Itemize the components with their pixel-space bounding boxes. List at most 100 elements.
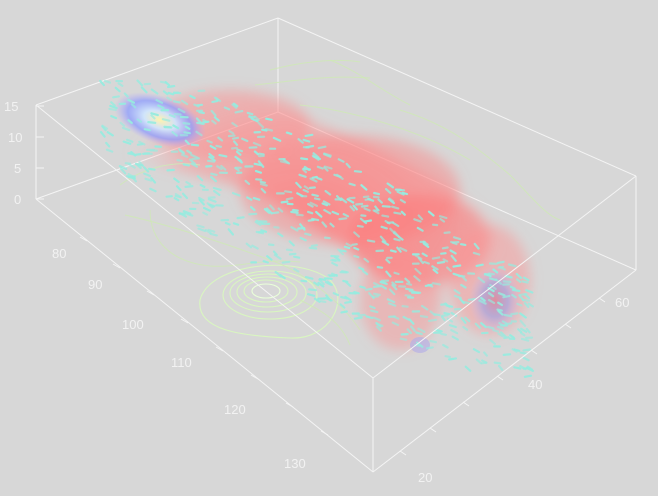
- vector-arrow: [210, 172, 218, 176]
- vector-arrow: [526, 365, 534, 371]
- vector-arrow: [314, 197, 321, 201]
- vector-arrow: [198, 111, 205, 115]
- streamlines: [119, 59, 561, 221]
- vector-arrow: [421, 304, 429, 311]
- vector-arrow: [181, 153, 189, 158]
- vector-arrow: [196, 175, 204, 182]
- vector-arrow: [109, 104, 118, 110]
- vector-arrow: [212, 186, 222, 191]
- vector-arrow: [245, 242, 253, 249]
- vector-arrow: [118, 165, 128, 170]
- vector-arrow: [135, 153, 142, 156]
- vector-arrow: [157, 104, 165, 110]
- vector-arrow: [402, 315, 410, 321]
- vector-arrow: [220, 164, 227, 171]
- vector-arrow: [353, 246, 360, 251]
- vector-arrow: [519, 319, 527, 327]
- vector-arrow: [400, 210, 406, 216]
- vector-arrow: [215, 97, 222, 103]
- vector-arrow: [150, 177, 157, 184]
- vector-arrow: [414, 267, 422, 275]
- vector-arrow: [385, 270, 392, 278]
- vector-arrow: [174, 194, 181, 198]
- vector-arrow: [285, 197, 294, 201]
- vector-arrow: [359, 285, 366, 289]
- vector-arrow: [299, 236, 307, 242]
- vector-arrow: [519, 292, 528, 296]
- y-tick-label: 60: [615, 295, 629, 310]
- vector-arrow: [292, 208, 299, 212]
- vector-arrow: [345, 162, 351, 169]
- vector-arrow: [310, 244, 318, 248]
- vector-arrow: [204, 229, 212, 235]
- vector-arrow: [360, 204, 369, 208]
- vector-arrow: [167, 91, 175, 96]
- vector-arrow: [196, 224, 205, 229]
- vector-arrow: [209, 232, 218, 237]
- vector-arrow: [318, 278, 325, 286]
- vector-arrow: [253, 150, 260, 156]
- vector-arrow: [172, 124, 180, 130]
- vector-arrow: [519, 331, 526, 337]
- vector-arrow: [253, 162, 263, 167]
- vector-arrow: [215, 144, 222, 148]
- vector-arrow: [475, 358, 482, 365]
- floor-contours: [124, 209, 361, 346]
- vector-arrow: [134, 162, 144, 167]
- vector-arrow: [386, 298, 396, 304]
- vector-arrow: [509, 334, 515, 339]
- vector-arrow: [313, 297, 321, 303]
- vector-arrow: [257, 160, 265, 168]
- vector-arrow: [376, 266, 384, 269]
- vector-arrow: [519, 365, 527, 371]
- vector-arrow: [381, 240, 390, 246]
- vector-arrow: [324, 236, 331, 240]
- vector-arrow: [460, 317, 467, 324]
- vector-arrow: [432, 268, 439, 274]
- vector-arrow: [440, 315, 446, 322]
- vector-arrow: [334, 256, 341, 261]
- vector-arrow: [387, 198, 395, 205]
- vector-arrow: [410, 325, 416, 332]
- vector-arrow: [183, 131, 191, 135]
- vector-arrow: [363, 207, 371, 212]
- vector-arrow: [210, 175, 217, 183]
- vector-arrow: [279, 274, 286, 280]
- vector-arrow: [355, 202, 364, 206]
- vector-arrow: [265, 207, 273, 215]
- vector-arrow: [193, 103, 200, 108]
- vector-arrow: [223, 106, 231, 111]
- vector-arrow: [168, 113, 176, 119]
- vector-arrow: [103, 79, 112, 84]
- vector-arrow: [401, 305, 409, 308]
- vector-arrow: [209, 144, 217, 150]
- vector-arrow: [525, 289, 534, 294]
- vector-arrow: [186, 213, 194, 217]
- vector-arrow: [324, 277, 333, 280]
- vector-arrow: [519, 312, 527, 319]
- vector-arrow: [117, 82, 124, 87]
- vector-arrow: [201, 120, 210, 124]
- vector-arrow: [254, 170, 262, 174]
- vector-arrow: [173, 177, 180, 183]
- z-tick-label: 10: [8, 130, 22, 145]
- vector-arrow: [272, 136, 282, 142]
- z-tick-label: 0: [14, 192, 21, 207]
- vector-arrow: [128, 175, 136, 180]
- vector-arrow: [282, 158, 291, 165]
- x-tick-label: 90: [88, 277, 102, 292]
- vector-arrow: [415, 331, 423, 336]
- vector-arrow: [304, 232, 312, 237]
- vector-arrow: [211, 119, 217, 125]
- vector-arrow: [342, 279, 349, 283]
- vector-arrow: [446, 317, 454, 323]
- vector-arrow: [520, 337, 530, 342]
- vector-arrow: [449, 249, 457, 255]
- vector-arrow: [460, 243, 467, 246]
- vector-arrow: [452, 272, 462, 277]
- x-tick-label: 80: [52, 246, 66, 261]
- vector-arrow: [195, 130, 203, 137]
- vector-arrow: [284, 190, 293, 194]
